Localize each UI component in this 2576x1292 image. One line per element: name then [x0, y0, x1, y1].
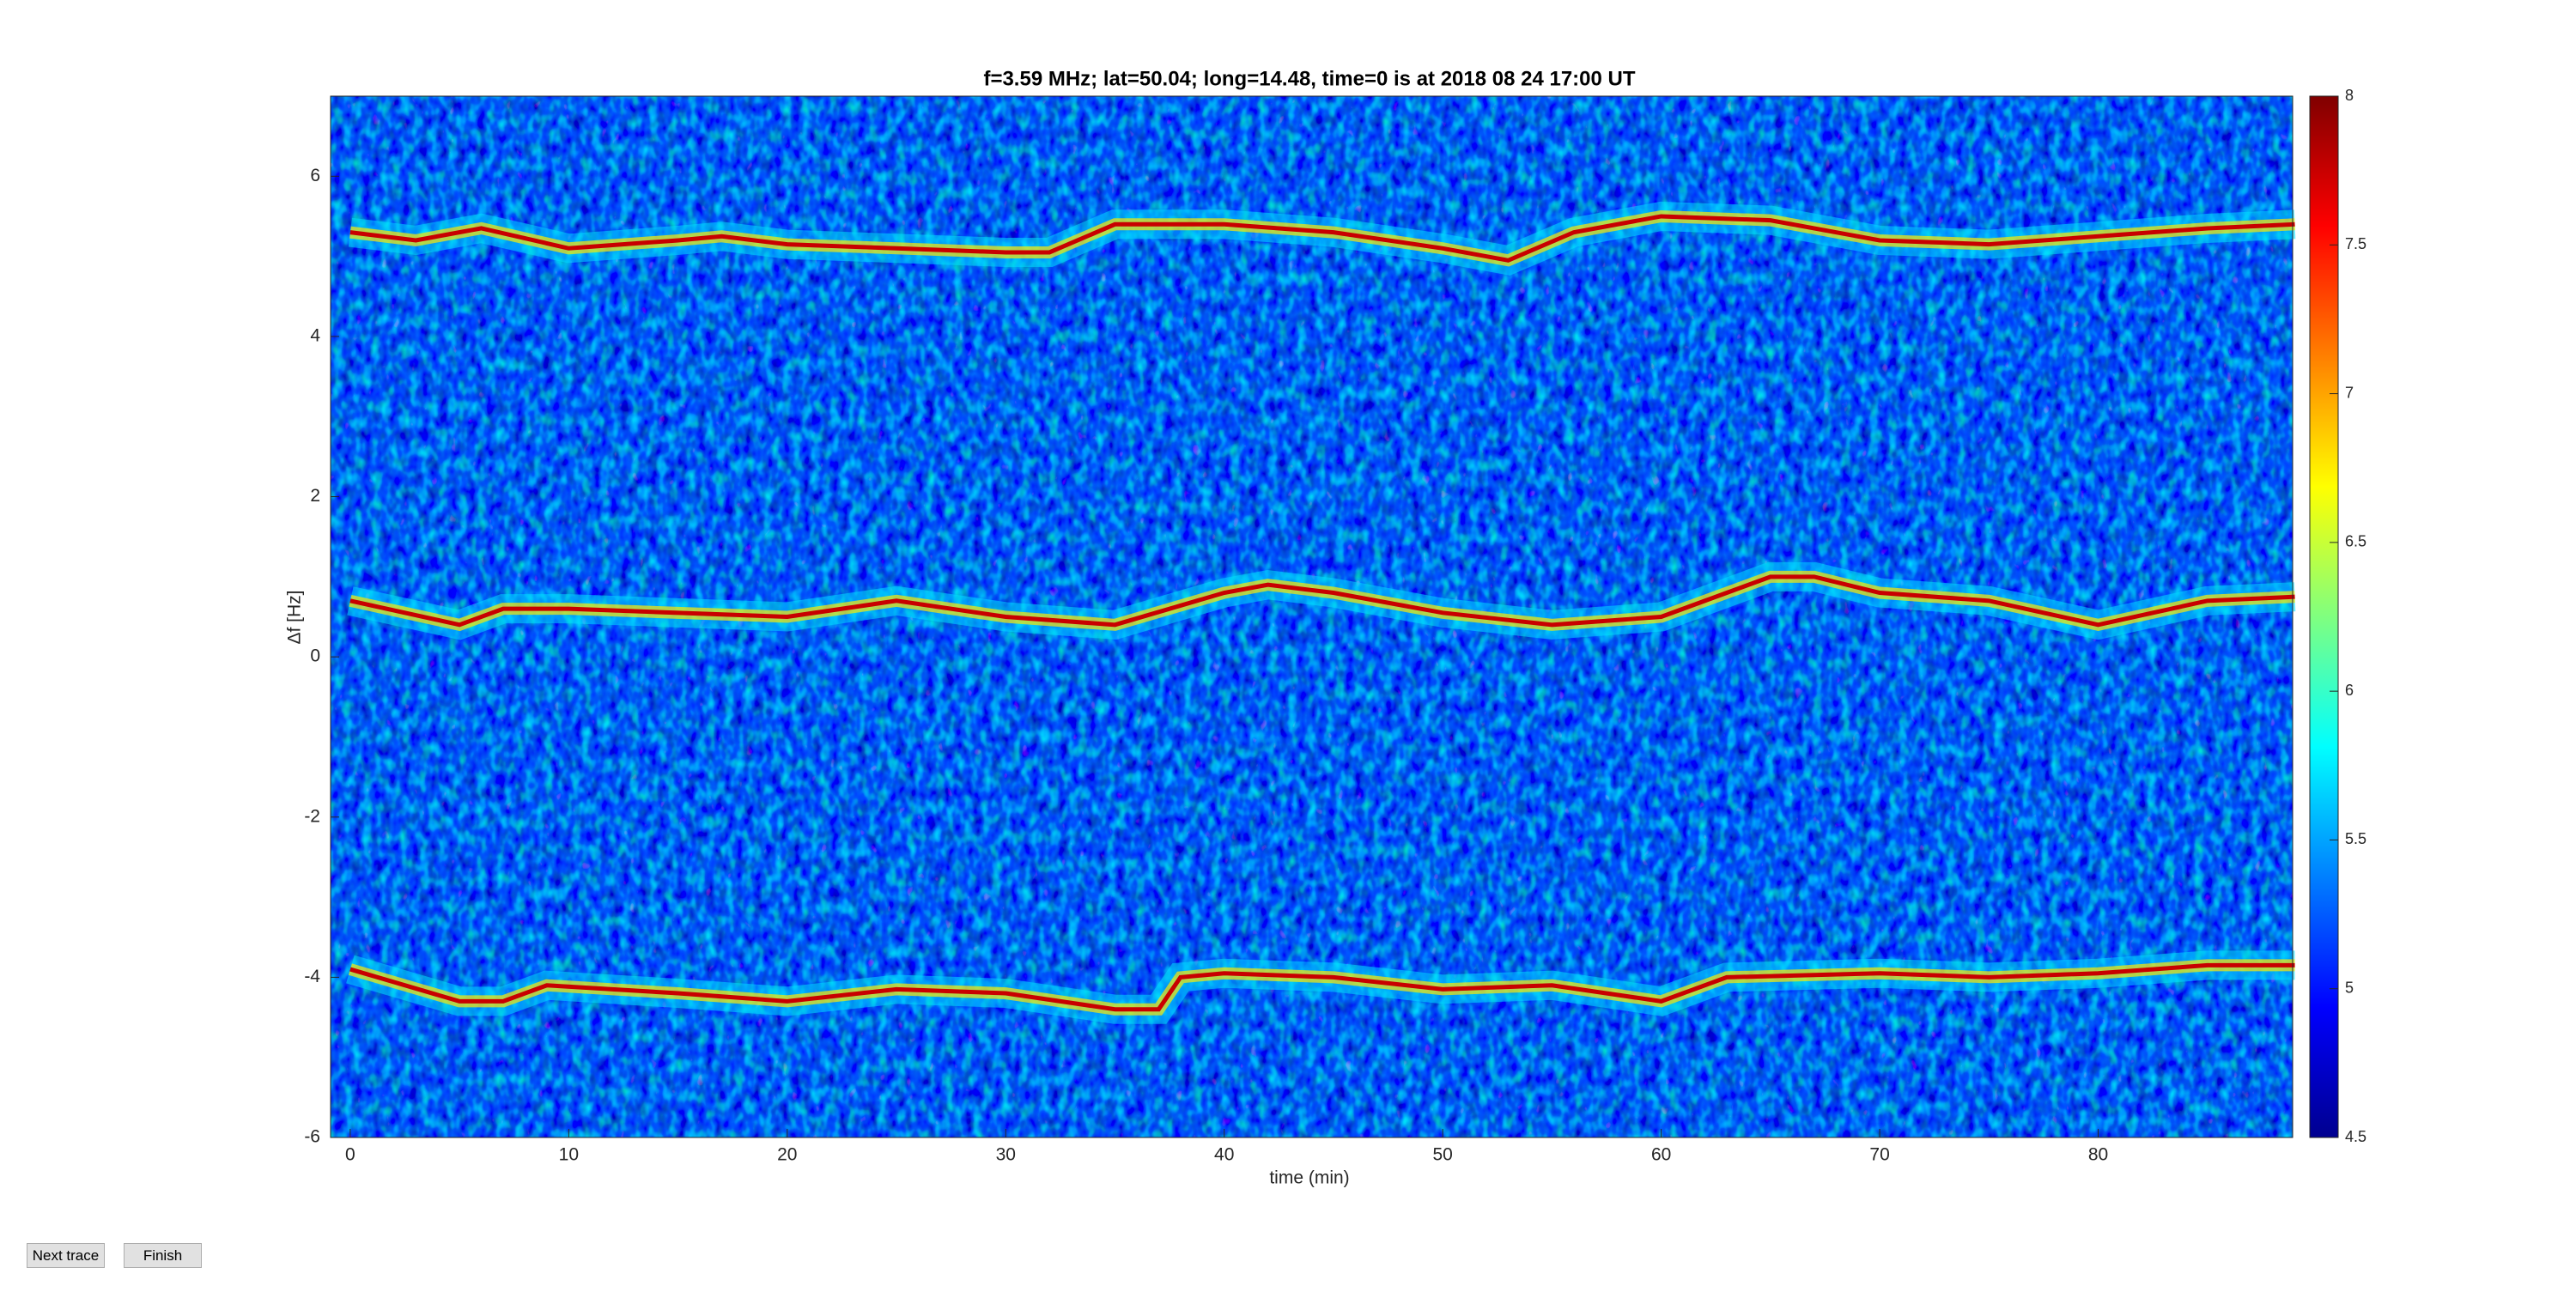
colorbar-tick-label: 7.5: [2345, 235, 2366, 252]
trace: [349, 574, 2295, 628]
x-tick-label: 30: [996, 1145, 1016, 1165]
trace: [349, 962, 2295, 1012]
colorbar: [2309, 95, 2339, 1138]
y-tick-label: 4: [310, 325, 320, 345]
y-tick-label: 6: [310, 166, 320, 185]
finish-button[interactable]: Finish: [124, 1243, 202, 1268]
trace: [349, 214, 2295, 263]
y-tick-label: -6: [304, 1127, 320, 1147]
colorbar-tick-label: 7: [2345, 384, 2354, 401]
y-tick-label: -4: [304, 967, 320, 986]
x-axis-label: time (min): [1269, 1168, 1349, 1188]
next-trace-button[interactable]: Next trace: [27, 1243, 105, 1268]
chart-title: f=3.59 MHz; lat=50.04; long=14.48, time=…: [983, 67, 1635, 90]
x-tick-label: 40: [1214, 1145, 1234, 1165]
colorbar-tick-label: 4.5: [2345, 1128, 2366, 1145]
y-tick-label: -2: [304, 806, 320, 826]
plot-frame: [330, 95, 2293, 1138]
x-tick-label: 50: [1432, 1145, 1452, 1165]
chart: f=3.59 MHz; lat=50.04; long=14.48, time=…: [285, 67, 2366, 1188]
y-tick-label: 0: [310, 646, 320, 666]
y-axis-label: Δf [Hz]: [285, 590, 305, 644]
x-tick-label: 70: [1869, 1145, 1889, 1165]
x-tick-label: 60: [1651, 1145, 1671, 1165]
x-tick-label: 10: [559, 1145, 579, 1165]
x-tick-label: 20: [777, 1145, 797, 1165]
colorbar-tick-label: 5: [2345, 979, 2354, 996]
x-tick-label: 0: [345, 1145, 355, 1165]
colorbar-tick-label: 5.5: [2345, 830, 2366, 847]
colorbar-tick-label: 8: [2345, 87, 2354, 104]
colorbar-tick-label: 6: [2345, 682, 2354, 699]
x-tick-label: 80: [2088, 1145, 2108, 1165]
y-tick-label: 2: [310, 486, 320, 506]
colorbar-tick-label: 6.5: [2345, 533, 2366, 550]
